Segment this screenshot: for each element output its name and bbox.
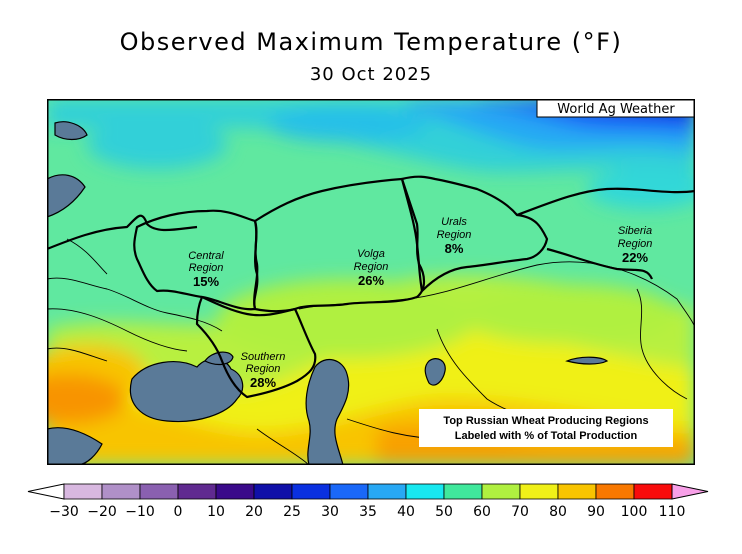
legend-label: 100 [621,504,648,520]
legend-under-arrow [27,483,65,500]
siberia-region-border [516,187,695,217]
caspian-sea [305,358,350,465]
central-region-suffix: Region [189,262,224,274]
legend-label: −30 [49,504,79,520]
legend-swatch [329,483,369,500]
legend-label: 110 [659,504,686,520]
legend-label: 35 [359,504,377,520]
black-sea [129,358,244,423]
siberia-region-share: 22% [622,250,648,265]
urals-region-suffix: Region [437,229,472,241]
note-box [419,409,673,447]
southern-region-share: 28% [250,375,276,390]
legend-swatch [101,483,141,500]
volga-region-name: Volga [357,248,385,260]
southern-region-border [195,295,317,399]
color-legend: −30 −20 −10 0 10 20 25 30 35 40 50 60 70 80 90 100 110 [27,483,709,520]
note-line-2: Labeled with % of Total Production [455,430,638,442]
note-line-1: Top Russian Wheat Producing Regions [443,415,648,427]
sea-of-azov [204,351,234,366]
water-bodies [47,121,609,465]
legend-swatch [177,483,217,500]
aral-sea [424,358,446,386]
legend-label: −10 [125,504,155,520]
legend-swatch [519,483,559,500]
urals-region-share: 8% [445,241,464,256]
urals-region-border [400,175,549,293]
legend-swatch [595,483,635,500]
volga-region-border [253,177,426,313]
legend-swatch [557,483,597,500]
central-region-share: 15% [193,274,219,289]
region-boundaries [47,175,695,399]
legend-swatch [405,483,445,500]
central-region-name: Central [188,250,224,262]
legend-label: 25 [283,504,301,520]
legend-over-arrow [671,483,709,500]
baltic-sea [47,174,86,218]
watermark: World Ag Weather [557,102,675,117]
lake-balkhash [565,356,609,365]
map-date: 30 Oct 2025 [309,64,433,85]
legend-label: 30 [321,504,339,520]
legend-label: 0 [174,504,183,520]
siberia-region-name: Siberia [618,225,652,237]
map-title: Observed Maximum Temperature (°F) [119,28,623,56]
legend-swatch [139,483,179,500]
legend-swatch [367,483,407,500]
siberia-region-suffix: Region [618,238,653,250]
legend-swatch [215,483,255,500]
legend-swatch [253,483,293,500]
volga-region-suffix: Region [354,261,389,273]
legend-label: 60 [473,504,491,520]
temperature-map: World Ag Weather Central Region 15% Volg… [47,99,695,465]
legend-label: 70 [511,504,529,520]
legend-label: 90 [587,504,605,520]
southern-region-suffix: Region [246,363,281,375]
gulf-of-finland [54,121,88,141]
legend-label: −20 [87,504,117,520]
legend-label: 40 [397,504,415,520]
legend-swatch [443,483,483,500]
legend-swatch [481,483,521,500]
volga-region-share: 26% [358,273,384,288]
legend-swatch [291,483,331,500]
legend-label: 50 [435,504,453,520]
legend-label: 20 [245,504,263,520]
legend-swatch [63,483,103,500]
legend-swatch [633,483,673,500]
legend-label: 80 [549,504,567,520]
urals-region-name: Urals [441,216,467,228]
southern-region-name: Southern [241,351,286,363]
legend-label: 10 [207,504,225,520]
